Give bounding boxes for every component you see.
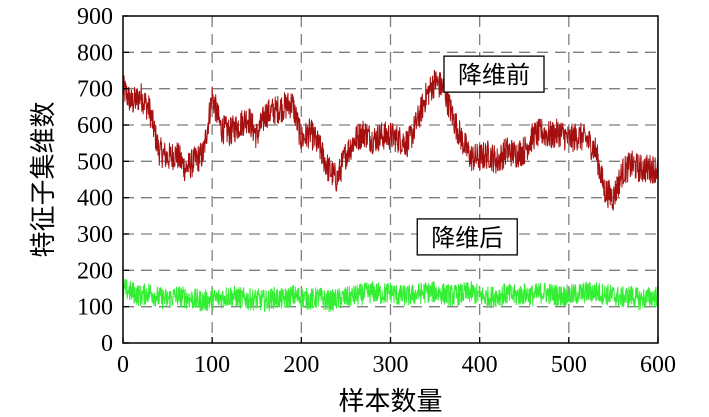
y-tick-label: 500 (77, 149, 113, 175)
y-tick-label: 700 (77, 77, 113, 103)
y-tick-label: 800 (77, 40, 113, 66)
y-tick-label: 100 (77, 295, 113, 321)
series-line-1 (122, 69, 659, 211)
x-tick-label: 500 (551, 352, 587, 378)
y-tick-label: 0 (101, 331, 113, 357)
tick-layer: 0 100 200 300 400 500 600 0 100 200 300 400 500 600 70… (77, 4, 676, 378)
annotation-text: 降维前 (458, 61, 530, 89)
y-tick-label: 600 (77, 113, 113, 139)
x-tick-label: 400 (462, 352, 498, 378)
series-layer (122, 69, 659, 313)
x-tick-label: 600 (640, 352, 676, 378)
x-tick-label: 200 (283, 352, 319, 378)
y-tick-label: 300 (77, 222, 113, 248)
annotation-frame (416, 218, 518, 256)
y-axis-label: 特征子集维数 (29, 101, 59, 257)
x-axis-label: 样本数量 (338, 387, 442, 417)
y-tick-label: 400 (77, 186, 113, 212)
x-tick-label: 100 (194, 352, 230, 378)
x-tick-label: 0 (117, 352, 129, 378)
annotation-frame (443, 55, 545, 93)
series-line-2 (122, 278, 659, 313)
annotation-box-2: 降维后 (416, 218, 518, 256)
y-tick-label: 200 (77, 258, 113, 284)
annotation-box-1: 降维前 (443, 55, 545, 93)
axis-label-layer: 样本数量 特征子集维数 (29, 101, 443, 417)
y-tick-label: 900 (77, 4, 113, 30)
x-tick-label: 300 (373, 352, 409, 378)
annotation-text: 降维后 (431, 224, 503, 252)
